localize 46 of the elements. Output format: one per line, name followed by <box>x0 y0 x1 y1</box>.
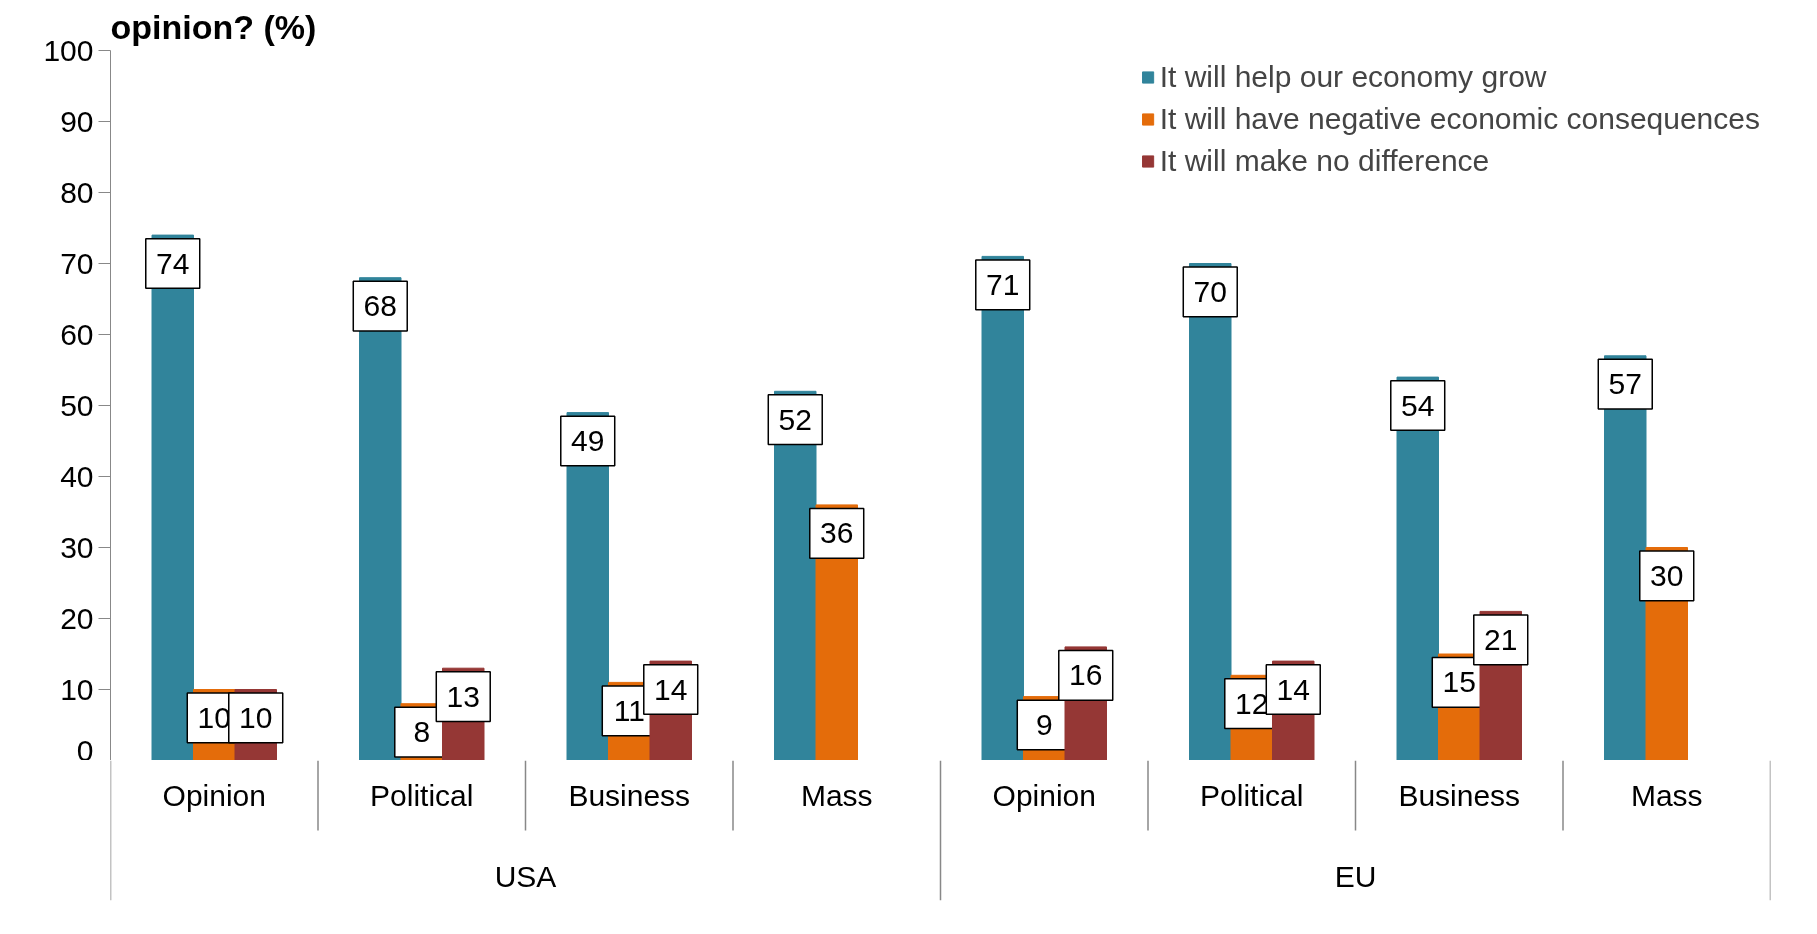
data-label: 68 <box>363 289 397 323</box>
data-label: 57 <box>1608 367 1642 401</box>
legend-label: It will make no difference <box>1159 144 1490 178</box>
legend-label: It will have negative economic consequences <box>1159 102 1760 136</box>
data-label: 49 <box>571 424 605 457</box>
y-tick-label: 10 <box>60 672 94 706</box>
y-tick-label: 80 <box>60 175 94 209</box>
data-label: 11 <box>613 693 645 727</box>
data-label: 13 <box>446 679 480 713</box>
x-tick-label: Opinion <box>992 779 1096 812</box>
data-label: 14 <box>1276 672 1310 706</box>
x-tick-label: Political <box>370 779 474 812</box>
x-tick-label: Mass <box>1630 779 1703 812</box>
x-tick-label: Opinion <box>162 779 266 812</box>
y-tick-label: 30 <box>60 530 94 564</box>
data-label: 74 <box>156 246 190 280</box>
y-tick-label: 90 <box>60 104 94 138</box>
data-label: 71 <box>986 267 1020 301</box>
x-tick-label: Mass <box>800 779 873 812</box>
data-label: 52 <box>778 402 812 436</box>
y-tick-label: 70 <box>60 246 94 280</box>
x-tick-label: Political <box>1200 779 1304 812</box>
data-label: 15 <box>1442 665 1476 699</box>
text: USA <box>494 859 557 893</box>
text: EU <box>1334 859 1377 893</box>
data-label: 8 <box>413 715 431 749</box>
data-label: 54 <box>1401 388 1435 422</box>
data-label: 9 <box>1035 708 1053 741</box>
legend-label: It will help our economy grow <box>1159 60 1547 94</box>
data-label: 12 <box>1235 686 1269 720</box>
y-tick-label: 0 <box>76 733 94 767</box>
data-label: 10 <box>239 700 273 734</box>
y-tick-label: 50 <box>60 388 94 422</box>
y-tick-label: 20 <box>60 601 94 635</box>
x-tick-label: Business <box>568 779 691 812</box>
data-label: 70 <box>1193 274 1227 308</box>
x-tick-label: Business <box>1398 779 1521 812</box>
data-label: 30 <box>1650 558 1684 592</box>
chart-title: opinion? (%) <box>110 7 317 46</box>
y-tick-label: 40 <box>60 459 94 493</box>
y-tick-label: 100 <box>43 33 94 67</box>
data-label: 36 <box>820 516 854 550</box>
data-label: 21 <box>1484 622 1518 656</box>
y-tick-label: 60 <box>60 317 94 351</box>
data-label: 14 <box>654 672 688 706</box>
data-label: 16 <box>1069 658 1103 692</box>
